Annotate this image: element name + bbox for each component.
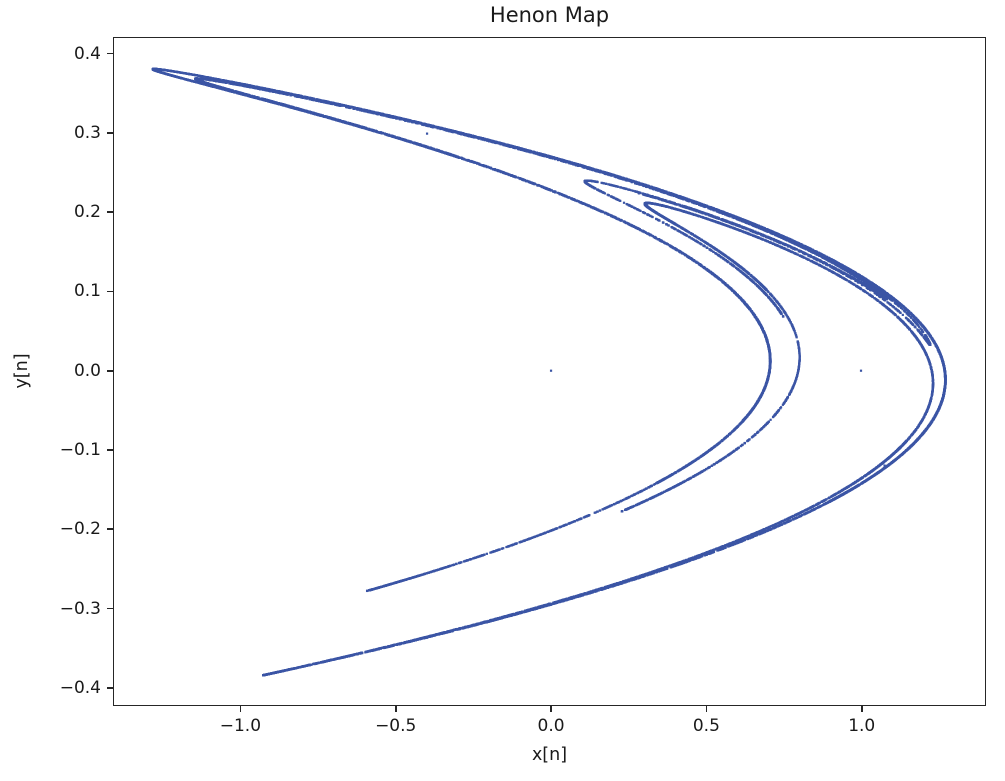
y-tick-label: −0.3 bbox=[59, 598, 101, 619]
y-tick-mark bbox=[107, 449, 113, 451]
x-tick-label: 0.0 bbox=[537, 716, 565, 736]
y-tick-label: 0.2 bbox=[73, 202, 101, 223]
y-tick-mark bbox=[107, 528, 113, 531]
y-tick-label: 0.4 bbox=[73, 43, 101, 64]
y-axis-label: y[n] bbox=[12, 353, 32, 389]
y-tick-label: 0.0 bbox=[73, 360, 101, 381]
x-axis-label: x[n] bbox=[531, 745, 568, 765]
x-tick-mark bbox=[239, 706, 242, 712]
y-tick-label: −0.4 bbox=[59, 677, 101, 698]
y-tick-label: 0.1 bbox=[73, 281, 101, 302]
x-tick-mark bbox=[550, 706, 552, 712]
x-tick-label: 0.5 bbox=[692, 716, 720, 736]
y-tick-mark bbox=[107, 211, 113, 213]
plot-area bbox=[113, 37, 986, 706]
x-tick-mark bbox=[705, 706, 708, 712]
x-tick-mark bbox=[394, 706, 397, 712]
y-tick-mark bbox=[107, 132, 113, 134]
y-tick-label: −0.2 bbox=[59, 519, 101, 540]
y-tick-label: 0.3 bbox=[73, 122, 101, 143]
y-tick-mark bbox=[107, 52, 113, 55]
x-tick-mark bbox=[860, 706, 863, 712]
y-tick-mark bbox=[107, 369, 113, 372]
x-tick-label: −1.0 bbox=[219, 716, 262, 736]
chart-title: Henon Map bbox=[489, 3, 610, 27]
y-tick-label: −0.1 bbox=[59, 439, 101, 460]
x-tick-label: 1.0 bbox=[848, 716, 876, 736]
y-tick-mark bbox=[107, 290, 113, 293]
y-tick-mark bbox=[107, 686, 113, 689]
henon-scatter-canvas bbox=[114, 38, 985, 705]
y-tick-mark bbox=[107, 607, 113, 610]
x-tick-label: −0.5 bbox=[375, 716, 417, 736]
